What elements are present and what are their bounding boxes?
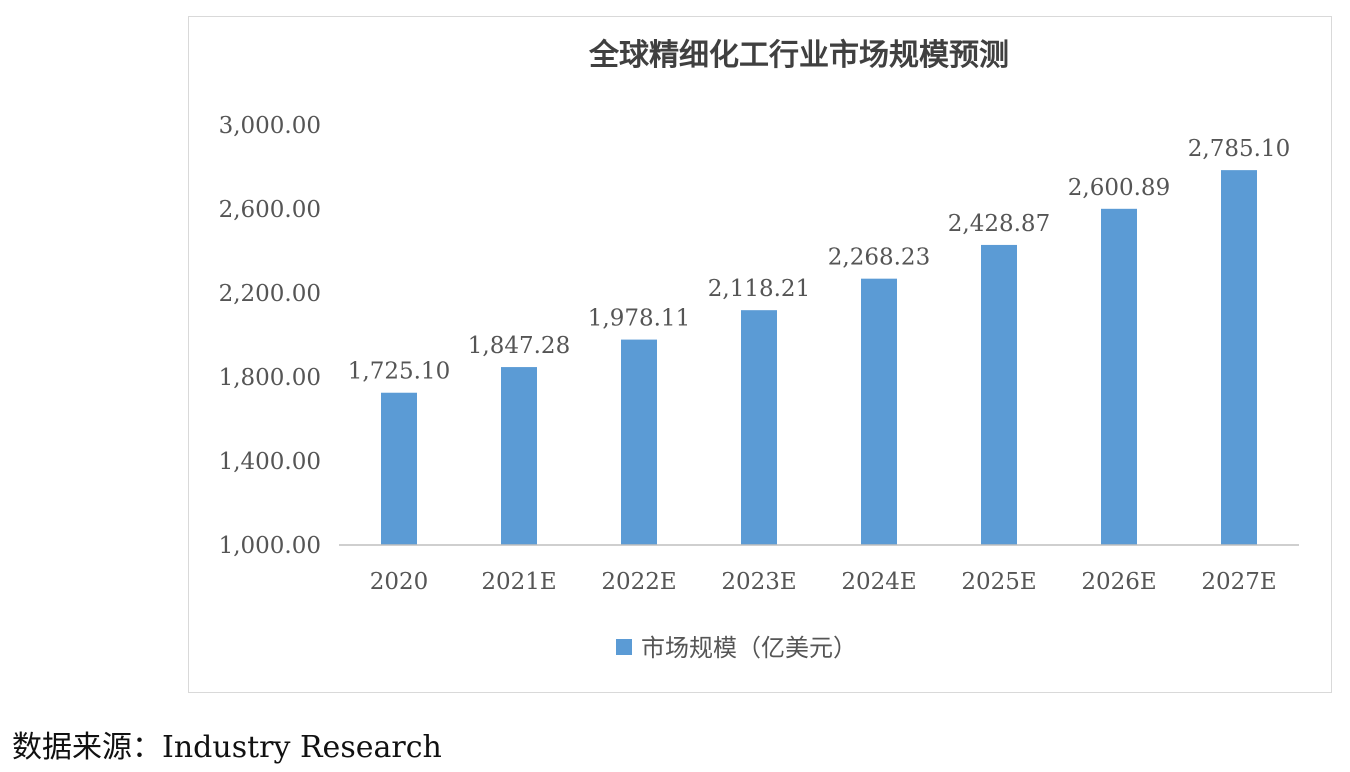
y-tick-label: 1,000.00 (219, 533, 321, 559)
legend-swatch (616, 639, 632, 655)
data-label: 1,978.11 (588, 306, 690, 332)
y-tick-label: 1,800.00 (219, 365, 321, 391)
source-note: 数据来源：Industry Research (12, 722, 442, 766)
bar (741, 310, 777, 545)
bar (381, 392, 417, 545)
legend: 市场规模（亿美元） (616, 634, 857, 662)
y-axis: 1,000.00 1,400.00 1,800.00 2,200.00 2,600.00… (219, 113, 321, 559)
source-text: Industry Research (162, 730, 442, 765)
data-label: 2,600.89 (1068, 175, 1170, 201)
bars (381, 170, 1257, 545)
x-tick-label: 2026E (1081, 569, 1156, 595)
legend-label: 市场规模（亿美元） (641, 634, 857, 662)
x-tick-label: 2022E (601, 569, 676, 595)
y-tick-label: 1,400.00 (219, 449, 321, 475)
x-axis: 2020 2021E 2022E 2023E 2024E 2025E 2026E 2027E (370, 569, 1277, 595)
source-label: 数据来源： (12, 730, 162, 765)
chart-title: 全球精细化工行业市场规模预测 (588, 38, 1009, 73)
data-labels: 1,725.10 1,847.28 1,978.11 2,118.21 2,268.23… (348, 136, 1290, 385)
x-tick-label: 2023E (721, 569, 796, 595)
x-tick-label: 2020 (370, 569, 429, 595)
y-tick-label: 3,000.00 (219, 113, 321, 139)
x-tick-label: 2024E (841, 569, 916, 595)
bar (1101, 208, 1137, 545)
bar (981, 244, 1017, 545)
y-tick-label: 2,200.00 (219, 281, 321, 307)
bar-chart: 全球精细化工行业市场规模预测 1,000.00 1,400.00 1,800.00 2… (219, 38, 1299, 662)
data-label: 2,428.87 (948, 211, 1050, 237)
bar (621, 339, 657, 545)
x-tick-label: 2021E (481, 569, 556, 595)
data-label: 2,785.10 (1188, 136, 1290, 162)
x-tick-label: 2025E (961, 569, 1036, 595)
bar (861, 278, 897, 545)
data-label: 1,725.10 (348, 359, 450, 385)
data-label: 1,847.28 (468, 333, 570, 359)
data-label: 2,268.23 (828, 245, 930, 271)
bar (501, 367, 537, 545)
x-tick-label: 2027E (1201, 569, 1276, 595)
chart-frame: 全球精细化工行业市场规模预测 1,000.00 1,400.00 1,800.00 2… (188, 16, 1332, 693)
bar (1221, 170, 1257, 545)
data-label: 2,118.21 (708, 276, 810, 302)
y-tick-label: 2,600.00 (219, 197, 321, 223)
